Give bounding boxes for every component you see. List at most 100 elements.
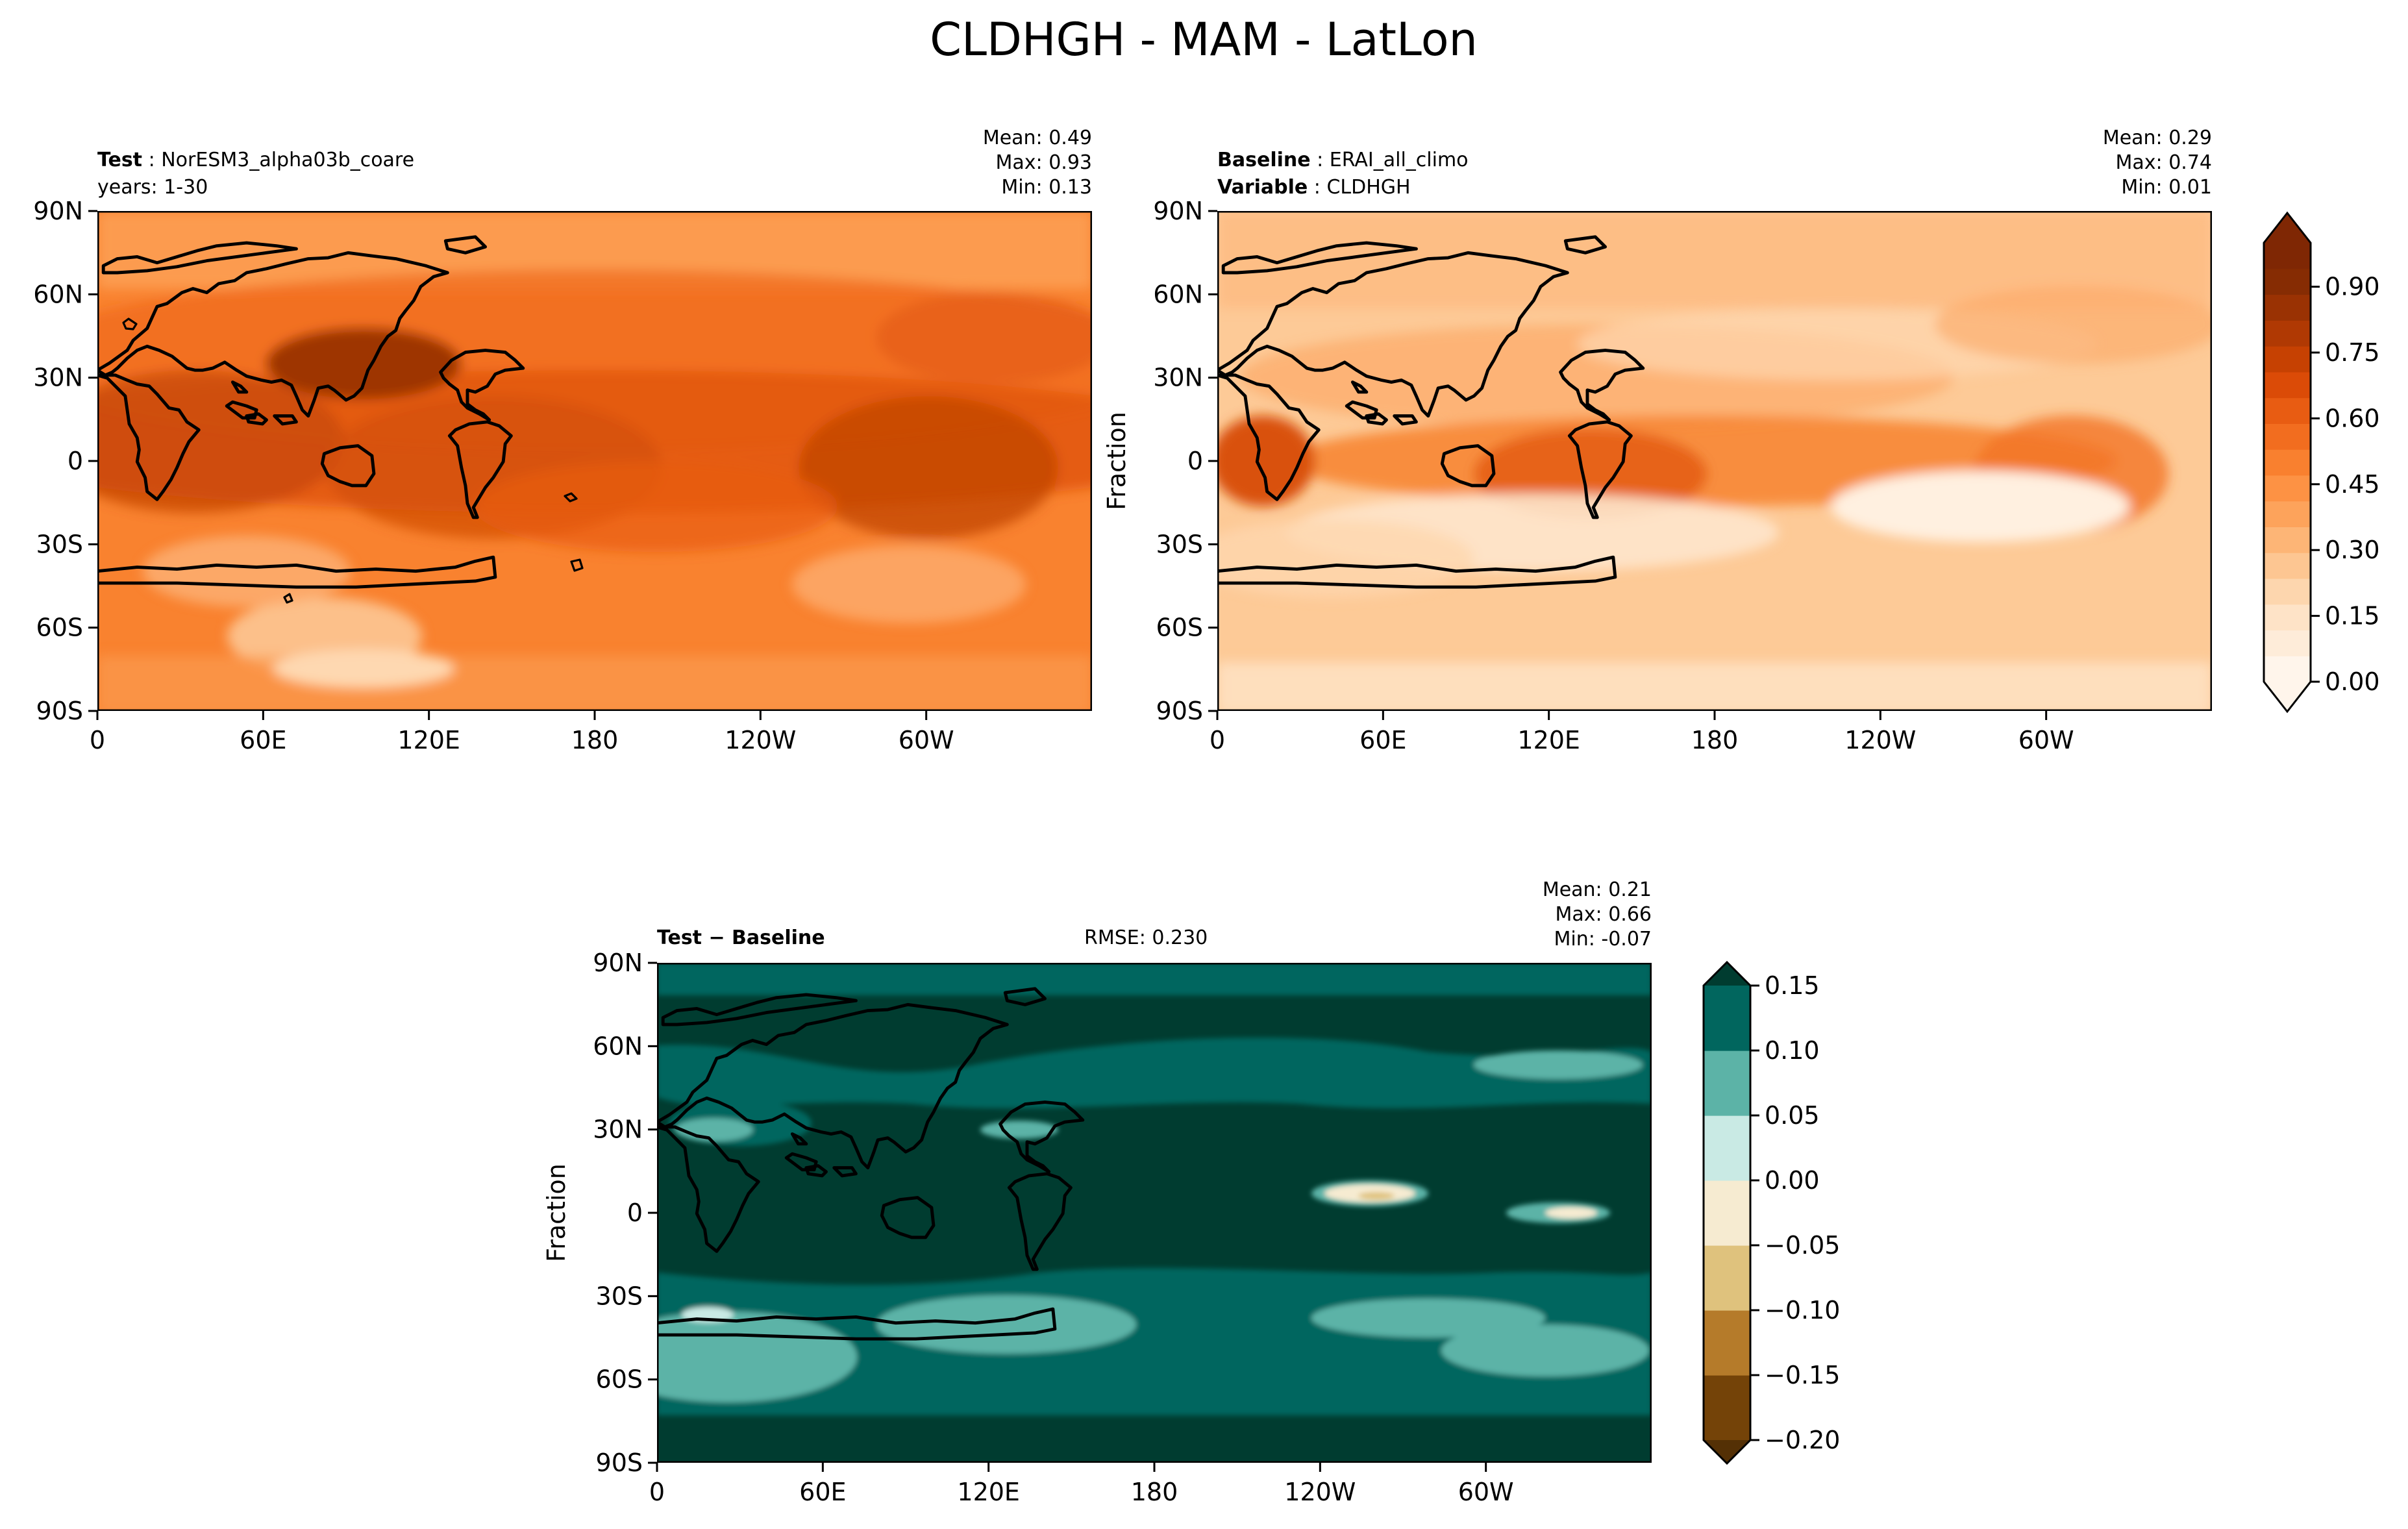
colorbar-main-segment bbox=[2264, 553, 2311, 579]
panel-baseline-variable-prefix: Variable bbox=[1217, 176, 1308, 199]
colorbar-diff-tick-label: −0.15 bbox=[1765, 1361, 1840, 1389]
colorbar-main-segment bbox=[2264, 397, 2311, 424]
panel-baseline-coastlines bbox=[1217, 235, 1645, 589]
panel-baseline-xtick-label: 120W bbox=[1844, 726, 1916, 754]
panel-baseline-xtick-label: 0 bbox=[1210, 726, 1225, 754]
panel-baseline-xtick-label: 60E bbox=[1359, 726, 1406, 754]
colorbar-main-extend-low bbox=[2264, 682, 2311, 712]
panel-diff-map bbox=[657, 963, 1652, 1463]
colorbar-main-segment bbox=[2264, 604, 2311, 631]
panel-test-xtick-label: 0 bbox=[90, 726, 105, 754]
colorbar-diff-segment bbox=[1704, 1115, 1750, 1181]
colorbar-main-segment bbox=[2264, 346, 2311, 373]
panel-baseline-ytick-label: 30S bbox=[1156, 530, 1203, 558]
colorbar-main-tick-label: 0.60 bbox=[2325, 404, 2380, 432]
colorbar-diff-segment bbox=[1704, 1375, 1750, 1441]
colorbar-diff-segment bbox=[1704, 1245, 1750, 1311]
panel-test-xtick-label: 60W bbox=[899, 726, 954, 754]
colorbar-diff-tick-label: 0.05 bbox=[1765, 1101, 1820, 1130]
panel-test-label: Test : NorESM3_alpha03b_coare bbox=[97, 149, 414, 171]
panel-test-min: Min: 0.13 bbox=[1001, 176, 1092, 199]
panel-diff-xtick-label: 180 bbox=[1131, 1478, 1178, 1506]
panel-baseline-xtick-label: 60W bbox=[2018, 726, 2074, 754]
colorbar-diff-segment bbox=[1704, 1050, 1750, 1116]
panel-diff-ytick-label: 30S bbox=[596, 1282, 643, 1310]
colorbar-main-tick-label: 0.75 bbox=[2325, 338, 2380, 367]
colorbar-diff-extend-low bbox=[1704, 1440, 1750, 1463]
panel-baseline-xtick-label: 180 bbox=[1691, 726, 1739, 754]
panel-test-ytick-label: 0 bbox=[68, 447, 83, 475]
panel-test-ytick-label: 60N bbox=[33, 280, 83, 308]
panel-test-label-prefix: Test bbox=[97, 149, 142, 171]
panel-test-xtick-label: 60E bbox=[240, 726, 286, 754]
panel-test-years: years: 1-30 bbox=[97, 176, 208, 199]
colorbar-main-segment bbox=[2264, 475, 2311, 502]
colorbar-main-tick-label: 0.15 bbox=[2325, 602, 2380, 630]
panel-diff-ytick-label: 0 bbox=[627, 1199, 643, 1227]
panel-baseline-ytick-label: 30N bbox=[1153, 364, 1203, 392]
colorbar-main-segment bbox=[2264, 449, 2311, 476]
panel-diff-ylabel: Fraction bbox=[542, 1163, 571, 1262]
colorbar-main-segment bbox=[2264, 423, 2311, 450]
panel-test-xtick-label: 120W bbox=[725, 726, 796, 754]
panel-diff-ytick-label: 60S bbox=[596, 1365, 643, 1394]
panel-diff: Test − Baseline RMSE: 0.230 Mean: 0.21 M… bbox=[542, 878, 1652, 1463]
panel-baseline-ytick-label: 90N bbox=[1153, 197, 1203, 225]
colorbar-main-segment bbox=[2264, 268, 2311, 295]
colorbar-main-tick-label: 0.00 bbox=[2325, 667, 2380, 696]
panel-diff-xtick-label: 60E bbox=[799, 1478, 846, 1506]
panel-baseline-coast-world bbox=[1217, 235, 1645, 589]
colorbar-main-tick-label: 0.45 bbox=[2325, 470, 2380, 499]
panel-test-ytick-label: 60S bbox=[36, 614, 83, 642]
colorbar-diff-tick-label: 0.00 bbox=[1765, 1166, 1820, 1195]
panel-diff-ytick-label: 60N bbox=[593, 1032, 643, 1060]
panel-baseline: Baseline : ERAI_all_climo Variable : CLD… bbox=[1102, 127, 2212, 711]
panel-test-field bbox=[97, 211, 1092, 711]
panel-diff-ytick-label: 90S bbox=[596, 1448, 643, 1477]
panel-baseline-label-text: ERAI_all_climo bbox=[1330, 149, 1469, 171]
panel-baseline-ytick-label: 0 bbox=[1187, 447, 1203, 475]
panel-test-label-text: NorESM3_alpha03b_coare bbox=[161, 149, 414, 171]
colorbar-main-segment bbox=[2264, 371, 2311, 399]
colorbar-diff-tick-label: −0.05 bbox=[1765, 1231, 1840, 1260]
panel-test-map bbox=[97, 211, 1092, 711]
panel-test-xtick-label: 180 bbox=[571, 726, 619, 754]
colorbar-diff-extend-high bbox=[1704, 962, 1750, 986]
colorbar-diff-segment bbox=[1704, 986, 1750, 1051]
panel-baseline-ylabel: Fraction bbox=[1102, 412, 1131, 510]
panel-test: Test : NorESM3_alpha03b_coare years: 1-3… bbox=[97, 127, 1092, 711]
figure-title: CLDHGH - MAM - LatLon bbox=[930, 13, 1478, 66]
panel-diff-label: Test − Baseline bbox=[657, 926, 825, 949]
colorbar-diff-segment bbox=[1704, 1310, 1750, 1376]
panel-baseline-label: Baseline : ERAI_all_climo bbox=[1217, 149, 1469, 171]
panel-test-ytick-label: 90N bbox=[33, 197, 83, 225]
panel-baseline-label-prefix: Baseline bbox=[1217, 149, 1311, 171]
colorbar-main: 0.00 0.15 0.30 0.45 0.60 0.75 0.90 bbox=[2263, 211, 2380, 714]
colorbar-main-segment bbox=[2264, 501, 2311, 528]
panel-test-mean: Mean: 0.49 bbox=[983, 127, 1092, 149]
colorbar-diff-tick-label: 0.10 bbox=[1765, 1036, 1820, 1065]
colorbar-diff-tick-label: 0.15 bbox=[1765, 971, 1820, 1000]
colorbar-diff-segment bbox=[1704, 1180, 1750, 1246]
colorbar-diff-tick-label: −0.20 bbox=[1765, 1426, 1840, 1454]
panel-test-ytick-label: 30S bbox=[36, 530, 83, 558]
panel-test-ytick-label: 30N bbox=[33, 364, 83, 392]
colorbar-main-extend-high bbox=[2264, 213, 2311, 243]
panel-diff-mean: Mean: 0.21 bbox=[1543, 878, 1652, 901]
panel-test-ytick-label: 90S bbox=[36, 697, 83, 725]
panel-baseline-min: Min: 0.01 bbox=[2121, 176, 2212, 199]
colorbar-main-segment bbox=[2264, 527, 2311, 553]
panel-diff-xtick-label: 60W bbox=[1458, 1478, 1514, 1506]
panel-diff-coast-world bbox=[657, 987, 1085, 1341]
panel-baseline-variable-text: CLDHGH bbox=[1326, 176, 1410, 199]
colorbar-diff-tick-label: −0.10 bbox=[1765, 1296, 1840, 1324]
panel-diff-coastlines bbox=[657, 987, 1085, 1341]
panel-diff-xtick-label: 0 bbox=[649, 1478, 665, 1506]
panel-diff-ytick-label: 30N bbox=[593, 1115, 643, 1144]
panel-baseline-ytick-label: 90S bbox=[1156, 697, 1203, 725]
colorbar-main-tick-label: 0.30 bbox=[2325, 536, 2380, 564]
panel-diff-xtick-label: 120E bbox=[957, 1478, 1020, 1506]
colorbar-diff: −0.20 −0.15 −0.10 −0.05 0.00 0.05 0.10 0.15 bbox=[1702, 960, 1840, 1465]
